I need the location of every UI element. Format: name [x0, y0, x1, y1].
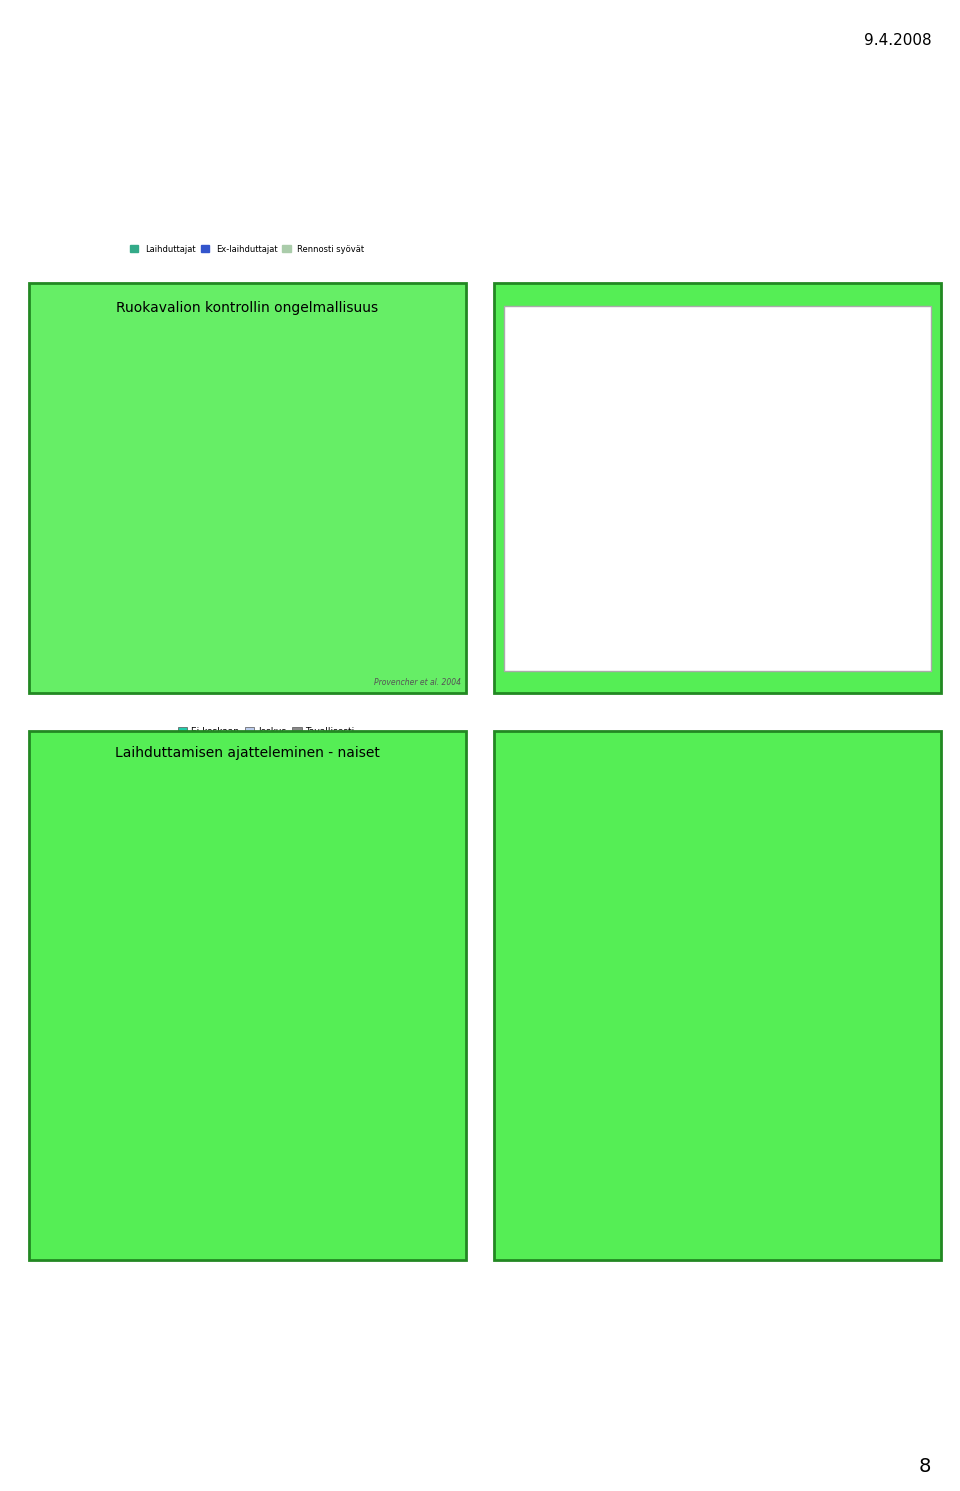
Bar — [401, 850, 431, 865]
Bar — [322, 531, 349, 634]
Bar — [252, 893, 281, 951]
Bar — [301, 850, 331, 865]
Bar — [252, 1024, 281, 1126]
Bar — [351, 893, 381, 951]
Text: Energiansaanti: Energiansaanti — [516, 321, 611, 334]
Text: Mahdollisesti sosiaalista rajoittuneisuutta ja
  elämänlaadun heikentymistä: Mahdollisesti sosiaalista rajoittuneisuu… — [525, 1038, 785, 1066]
Bar — [202, 981, 231, 1082]
Text: Ei häiriintynyttsä, mutta ei normaaliakaan
suhtautumista syömiseen: Ei häiriintynyttsä, mutta ei normaaliaka… — [586, 771, 850, 801]
Bar — [102, 1126, 132, 1141]
Bar — [301, 865, 331, 893]
Bar — [152, 865, 181, 893]
Legend: Ei koskaan, Harvoin, Joskus, Usein, Tavallisesti, Aina: Ei koskaan, Harvoin, Joskus, Usein, Tava… — [175, 723, 358, 753]
Bar — [261, 540, 289, 634]
Bar — [152, 981, 181, 1009]
Bar — [152, 893, 181, 981]
Bar — [102, 908, 132, 981]
Bar — [152, 1068, 181, 1141]
FancyBboxPatch shape — [525, 435, 919, 467]
Bar — [145, 502, 173, 634]
Bar — [351, 951, 381, 1054]
Text: Ruokavalion kontrollin ongelmallisuus: Ruokavalion kontrollin ongelmallisuus — [116, 301, 378, 315]
Bar — [252, 850, 281, 865]
Bar — [202, 908, 231, 981]
Bar — [252, 951, 281, 1024]
Bar — [202, 1082, 231, 1126]
Bar — [401, 893, 431, 951]
Bar — [152, 1009, 181, 1068]
Bar — [117, 447, 145, 634]
Bar — [351, 1126, 381, 1141]
Bar — [102, 850, 132, 874]
Bar — [152, 850, 181, 865]
Bar — [102, 874, 132, 908]
Y-axis label: Yksikköä: Yksikköä — [33, 482, 42, 525]
Bar — [377, 568, 405, 634]
Text: Pyrkimys hallita nälkää, osa 2: Pyrkimys hallita nälkää, osa 2 — [598, 409, 764, 417]
Bar — [202, 850, 231, 874]
Bar — [102, 1082, 132, 1126]
Bar — [102, 981, 132, 1082]
Bar — [401, 951, 431, 1054]
Text: Ei olennaisia terveysriskejä: Ei olennaisia terveysriskejä — [525, 986, 687, 999]
Bar — [252, 1126, 281, 1141]
Bar — [351, 865, 381, 893]
Bar — [301, 1039, 331, 1126]
Bar — [401, 865, 431, 893]
Text: 9.4.2008: 9.4.2008 — [864, 33, 931, 48]
Text: Provencher et al. 2004: Provencher et al. 2004 — [373, 678, 461, 687]
Text: Huono ruokavalio – nälän mukaan syöminen: Huono ruokavalio – nälän mukaan syöminen — [598, 382, 846, 392]
Bar — [401, 1126, 431, 1141]
Legend: Laihduttajat, Ex-laihduttajat, Rennosti syövät: Laihduttajat, Ex-laihduttajat, Rennosti … — [127, 242, 368, 256]
Bar — [401, 1054, 431, 1126]
Bar — [349, 559, 377, 634]
Bar — [202, 1126, 231, 1141]
Text: •  ..on paljon: • ..on paljon — [525, 865, 602, 878]
Bar — [252, 865, 281, 893]
Bar — [205, 485, 233, 634]
Bar — [301, 938, 331, 1039]
Text: •  varomista, turhaa tiukkuutta ja stressiä: • varomista, turhaa tiukkuutta ja stress… — [525, 915, 774, 929]
Bar — [351, 850, 381, 865]
Text: Hyvä ruokavalio – nälän mukaan syöminen: Hyvä ruokavalio – nälän mukaan syöminen — [581, 444, 863, 458]
Bar — [89, 401, 117, 634]
Text: 8: 8 — [919, 1457, 931, 1476]
Bar — [233, 502, 261, 634]
Text: Laihduttamisen ajatteleminen - naiset: Laihduttamisen ajatteleminen - naiset — [115, 746, 379, 759]
Bar — [351, 1054, 381, 1126]
Bar — [202, 874, 231, 908]
Text: Hyvä ruokavalio - varominen: Hyvä ruokavalio - varominen — [598, 485, 758, 495]
Text: Suurella todennäköisyydellä suorituskyvyn
  junnaamista tai heikentymistä: Suurella todennäköisyydellä suorituskyvy… — [525, 1142, 779, 1170]
Bar — [301, 893, 331, 938]
Bar — [301, 1126, 331, 1141]
Text: Pyrkimys hallita nälkää, osa 1: Pyrkimys hallita nälkää, osa 1 — [598, 528, 764, 538]
